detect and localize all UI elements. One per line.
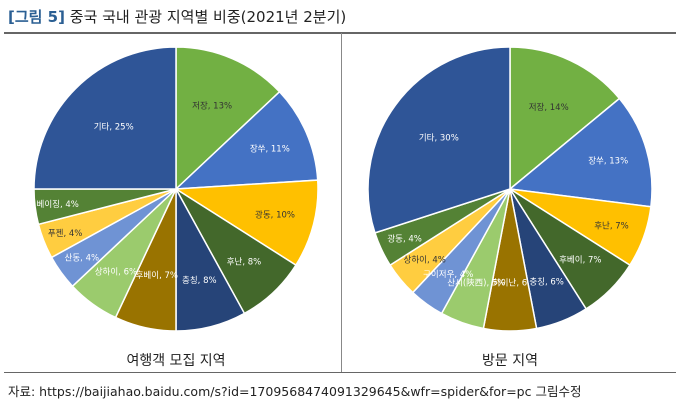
slice-label-0-0: 저장, 13% (192, 101, 232, 112)
slice-label-0-10: 기타, 25% (94, 123, 134, 133)
slice-label-1-4: 충칭, 6% (529, 277, 564, 287)
pie-slice-1-10 (367, 46, 511, 234)
slice-label-1-2: 후난, 7% (594, 222, 629, 232)
slice-label-1-10: 기타, 30% (419, 133, 459, 143)
pie-slice-0-0 (175, 46, 281, 191)
slice-label-0-9: 베이징, 4% (37, 199, 79, 210)
source-note: 자료: https://baijiahao.baidu.com/s?id=170… (8, 384, 582, 399)
top-rule (4, 32, 676, 34)
slice-label-1-9: 광동, 4% (387, 234, 422, 245)
figure-tag: [그림 5] (8, 8, 65, 26)
slice-label-0-3: 후난, 8% (227, 258, 262, 268)
figure-title-text: 중국 국내 관광 지역별 비중(2021년 2분기) (69, 8, 347, 26)
pie-slice-1-1 (508, 97, 653, 208)
caption-origin-regions: 여행객 모집 지역 (126, 353, 226, 369)
slice-label-1-5: 하이난, 6 (493, 278, 527, 289)
figure-title: [그림 5] 중국 국내 관광 지역별 비중(2021년 2분기) (8, 6, 346, 27)
pie-slice-1-0 (509, 46, 621, 191)
slice-label-0-2: 광동, 10% (255, 209, 295, 220)
slice-label-0-8: 푸젠, 4% (48, 229, 83, 239)
slice-label-0-5: 후베이, 7% (136, 270, 178, 281)
slice-label-0-1: 장쑤, 11% (250, 143, 290, 154)
pie-slice-0-1 (173, 90, 319, 190)
bottom-rule (4, 372, 676, 373)
slice-label-1-1: 장쑤, 13% (588, 156, 628, 167)
slice-label-1-6: 산시(陝西), 5% (447, 278, 505, 289)
caption-visit-regions: 방문 지역 (482, 353, 538, 369)
pie-chart-visit-regions: 저장, 14% 장쑤, 13% 후난, 7% 후베이, 7% 충칭, 6%하이난, 6산… (367, 46, 653, 332)
slice-label-0-7: 산동, 4% (65, 252, 100, 263)
slice-label-1-8: 상하이, 4% (404, 255, 446, 266)
panel-divider (341, 33, 342, 372)
slice-label-1-0: 저장, 14% (529, 102, 569, 113)
slice-label-1-7: 구이저우, 4% (423, 269, 473, 280)
slice-label-0-6: 상하이, 6% (95, 267, 137, 278)
slice-label-1-3: 후베이, 7% (559, 254, 601, 265)
pie-chart-origin-regions: 저장, 13% 장쑤, 11% 광동, 10% 후난, 8% 충칭, 8% 후베이, 7%… (33, 46, 319, 332)
pie-slice-0-2 (173, 179, 319, 267)
slice-label-0-4: 충칭, 8% (182, 276, 217, 286)
pie-slice-0-10 (33, 46, 177, 190)
